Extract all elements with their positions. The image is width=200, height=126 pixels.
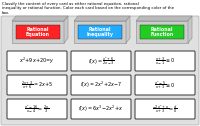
FancyBboxPatch shape (12, 21, 64, 43)
FancyBboxPatch shape (16, 25, 60, 39)
Text: Rational
Equation: Rational Equation (26, 27, 50, 37)
Text: $f(x)=6x^3\!-\!2x^2\!+\!x$: $f(x)=6x^3\!-\!2x^2\!+\!x$ (78, 104, 124, 114)
Polygon shape (126, 16, 130, 43)
Polygon shape (12, 16, 68, 21)
FancyBboxPatch shape (74, 21, 126, 43)
Text: Rational
Function: Rational Function (150, 27, 174, 37)
Polygon shape (64, 16, 68, 43)
Text: $\frac{x^2-16}{x-4}=\frac{2x}{3}$: $\frac{x^2-16}{x-4}=\frac{2x}{3}$ (24, 103, 50, 115)
Text: $x^2\!+\!9x\!+\!20\!=\!y$: $x^2\!+\!9x\!+\!20\!=\!y$ (19, 56, 55, 66)
FancyBboxPatch shape (71, 51, 131, 71)
FancyBboxPatch shape (135, 51, 195, 71)
Polygon shape (136, 16, 192, 21)
Polygon shape (188, 16, 192, 43)
FancyBboxPatch shape (7, 99, 67, 119)
Text: $\frac{x+3}{x-1}\geq 0$: $\frac{x+3}{x-1}\geq 0$ (155, 55, 175, 67)
Polygon shape (74, 16, 130, 21)
FancyBboxPatch shape (135, 75, 195, 95)
Text: box.: box. (2, 11, 10, 15)
FancyBboxPatch shape (7, 75, 67, 95)
FancyBboxPatch shape (140, 25, 184, 39)
FancyBboxPatch shape (71, 75, 131, 95)
Text: inequality or rational function. Color each card based on the corresponding colo: inequality or rational function. Color e… (2, 7, 174, 10)
Text: $\frac{2x+3}{x+6}=2x\!+\!5$: $\frac{2x+3}{x+6}=2x\!+\!5$ (21, 79, 53, 91)
FancyBboxPatch shape (78, 25, 122, 39)
Text: $\frac{x^2-5}{x+3}\leq 0$: $\frac{x^2-5}{x+3}\leq 0$ (154, 79, 176, 91)
FancyBboxPatch shape (135, 99, 195, 119)
Text: $\frac{-2x^2+x}{x+3}=\frac{d}{0}$: $\frac{-2x^2+x}{x+3}=\frac{d}{0}$ (152, 103, 178, 115)
FancyBboxPatch shape (136, 21, 188, 43)
FancyBboxPatch shape (7, 51, 67, 71)
Text: Rational
Inequality: Rational Inequality (86, 27, 114, 37)
FancyBboxPatch shape (1, 16, 199, 125)
Text: Classify the content of every card as either rational equation, rational: Classify the content of every card as ei… (2, 2, 139, 6)
Text: $f(x)=\frac{x^2+6}{2x-3}$: $f(x)=\frac{x^2+6}{2x-3}$ (88, 55, 114, 67)
Text: $f(x)=2x^2\!+\!2x\!-\!7$: $f(x)=2x^2\!+\!2x\!-\!7$ (80, 80, 122, 90)
FancyBboxPatch shape (71, 99, 131, 119)
